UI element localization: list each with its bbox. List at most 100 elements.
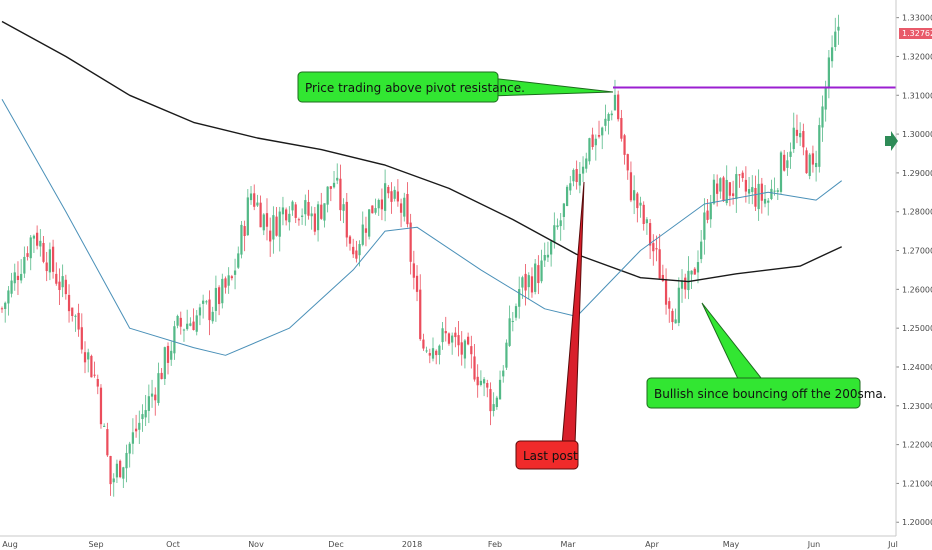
candle-body — [0, 308, 4, 310]
candle-body — [770, 188, 773, 200]
candle-body — [601, 127, 604, 136]
candle-body — [374, 208, 377, 213]
x-tick-label: Jun — [807, 540, 821, 549]
candle-body — [447, 333, 451, 344]
candle-body — [390, 191, 393, 202]
candle-body — [505, 342, 508, 368]
candle-body — [352, 246, 355, 255]
candle-body — [696, 262, 700, 273]
candle-body — [754, 187, 757, 207]
candle-body — [617, 94, 620, 120]
candle-body — [415, 275, 419, 292]
candle-body — [42, 243, 45, 262]
candle-body — [288, 213, 291, 223]
candle-body — [422, 339, 425, 349]
candle-body — [537, 265, 540, 284]
candle-body — [249, 193, 253, 201]
candle-body — [808, 154, 811, 177]
candle-body — [291, 201, 294, 211]
candle-body — [546, 254, 550, 258]
x-tick-label: Apr — [645, 540, 660, 549]
candle-body — [703, 212, 706, 240]
candle-body — [451, 335, 454, 343]
candle-body — [297, 219, 301, 221]
x-tick-label: Sep — [88, 540, 103, 549]
candle-body — [16, 275, 20, 280]
candle-body — [189, 323, 192, 326]
candle-body — [597, 135, 601, 137]
candle-body — [668, 301, 671, 309]
candle-body — [693, 268, 696, 275]
candle-body — [712, 179, 716, 204]
candle-body — [565, 186, 569, 206]
y-tick-label: 1.26000 — [902, 285, 932, 294]
candle-body — [719, 178, 722, 192]
scroll-right-arrow-icon[interactable] — [885, 131, 898, 151]
candle-body — [332, 182, 336, 188]
candle-body — [543, 254, 546, 261]
candle-body — [112, 478, 115, 483]
candle-body — [262, 214, 265, 231]
annotation-200sma: Bullish since bouncing off the 200sma. — [646, 302, 887, 409]
candle-body — [792, 127, 795, 150]
candle-body — [684, 277, 687, 290]
candle-body — [90, 355, 93, 378]
candle-body — [253, 193, 256, 207]
candle-body — [128, 443, 131, 454]
candle-body — [403, 197, 406, 217]
candle-body — [300, 215, 304, 217]
candle-body — [569, 183, 572, 191]
candle-body — [55, 273, 58, 284]
candle-body — [26, 253, 29, 257]
moving-average-200-line — [1, 20, 842, 283]
y-tick-label: 1.28000 — [902, 208, 932, 217]
candle-body — [527, 275, 530, 288]
candle-body — [591, 134, 594, 147]
x-tick-label: Aug — [2, 540, 18, 549]
candle-body — [99, 387, 103, 425]
moving-average-50-line — [1, 98, 843, 356]
x-tick-label: Oct — [166, 540, 180, 549]
candle-body — [827, 57, 830, 88]
candle-body — [412, 263, 415, 278]
candle-body — [326, 186, 329, 205]
candle-body — [636, 193, 639, 209]
candle-body — [700, 241, 703, 260]
candle-body — [154, 394, 157, 401]
candle-body — [320, 204, 323, 219]
candle-body — [265, 213, 269, 227]
candle-body — [521, 277, 524, 288]
candle-body — [157, 373, 160, 403]
candle-body — [594, 138, 597, 146]
x-axis: Aug Sep Oct Nov Dec 2018 Feb Mar Apr May Jun Jul — [0, 535, 898, 549]
candle-body — [147, 396, 150, 411]
candle-body — [457, 335, 460, 346]
candle-body — [399, 203, 403, 213]
candle-body — [80, 327, 83, 350]
candle-body — [725, 179, 728, 204]
candle-body — [502, 370, 505, 377]
candle-body — [811, 153, 815, 165]
candle-body — [690, 270, 693, 275]
candle-body — [604, 118, 607, 126]
candle-body — [87, 352, 90, 360]
candle-body — [837, 26, 840, 31]
candle-body — [709, 203, 712, 220]
candle-body — [48, 249, 52, 273]
candle-body — [119, 460, 122, 478]
candle-body — [150, 393, 154, 397]
candle-body — [227, 275, 230, 286]
candle-body — [192, 321, 195, 331]
annotation-pivot-box — [297, 71, 499, 103]
candle-body — [224, 278, 227, 288]
candle-body — [540, 260, 543, 282]
candle-body — [20, 273, 23, 281]
candle-body — [342, 204, 345, 211]
candle-body — [186, 323, 189, 330]
candle-body — [671, 310, 674, 323]
candle-body — [818, 125, 821, 167]
y-tick-label: 1.20000 — [902, 518, 932, 527]
candle-body — [310, 213, 313, 217]
candle-body — [645, 219, 649, 224]
